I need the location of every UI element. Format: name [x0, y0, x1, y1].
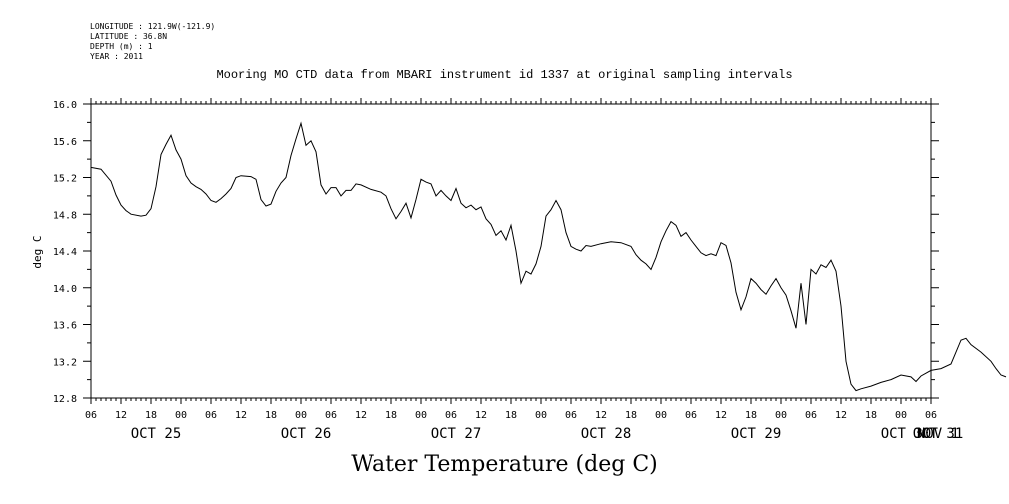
x-tick-label: 00 [775, 410, 787, 421]
x-tick-label: 12 [835, 410, 847, 421]
longitude-label: LONGITUDE : 121.9W(-121.9) [90, 22, 216, 31]
x-tick-label: 12 [235, 410, 247, 421]
x-day-label: OCT 31 [913, 426, 964, 442]
series-line [90, 121, 1007, 392]
x-tick-label: 18 [385, 410, 397, 421]
x-tick-label: 00 [535, 410, 547, 421]
x-tick-label: 00 [415, 410, 427, 421]
x-day-label: OCT 26 [281, 426, 332, 442]
x-tick-label: 12 [595, 410, 607, 421]
x-tick-label: 06 [565, 410, 577, 421]
chart-title: Mooring MO CTD data from MBARI instrumen… [216, 68, 793, 82]
latitude-label: LATITUDE : 36.8N [90, 32, 168, 41]
y-tick-label: 12.8 [53, 394, 77, 405]
x-tick-label: 12 [115, 410, 127, 421]
x-tick-label: 12 [715, 410, 727, 421]
y-tick-label: 15.2 [53, 174, 77, 185]
x-tick-label: 18 [145, 410, 157, 421]
y-tick-label: 14.4 [53, 247, 77, 258]
x-tick-label: 06 [205, 410, 217, 421]
x-tick-label: 00 [175, 410, 187, 421]
x-tick-label: 00 [655, 410, 667, 421]
x-tick-label: 06 [685, 410, 697, 421]
x-day-label: OCT 25 [131, 426, 182, 442]
x-day-label: NOV 1 [917, 426, 959, 442]
x-tick-label: 06 [925, 410, 937, 421]
plot-frame [90, 103, 932, 399]
x-tick-label: 18 [745, 410, 757, 421]
x-tick-label: 18 [505, 410, 517, 421]
x-day-label: OCT 28 [581, 426, 632, 442]
x-day-label: OCT 27 [431, 426, 482, 442]
y-tick-label: 15.6 [53, 137, 77, 148]
x-day-label: OCT 29 [731, 426, 782, 442]
x-tick-label: 06 [445, 410, 457, 421]
x-tick-label: 06 [85, 410, 97, 421]
x-tick-label: 06 [325, 410, 337, 421]
x-tick-label: 18 [865, 410, 877, 421]
x-tick-label: 18 [625, 410, 637, 421]
y-tick-label: 13.6 [53, 321, 77, 332]
depth-label: DEPTH (m) : 1 [90, 42, 153, 51]
x-tick-label: 12 [355, 410, 367, 421]
metadata-block: LONGITUDE : 121.9W(-121.9) LATITUDE : 36… [90, 22, 215, 62]
x-tick-label: 12 [475, 410, 487, 421]
y-tick-label: 14.8 [53, 210, 77, 221]
y-tick-label: 16.0 [53, 100, 77, 111]
y-tick-label: 13.2 [53, 357, 77, 368]
y-axis-label: deg C [31, 235, 44, 268]
x-day-label: OCT 30 [881, 426, 932, 442]
x-tick-label: 06 [805, 410, 817, 421]
year-label: YEAR : 2011 [90, 52, 143, 61]
x-tick-label: 18 [265, 410, 277, 421]
x-tick-label: 00 [895, 410, 907, 421]
chart-bottom-title: Water Temperature (deg C) [351, 452, 658, 477]
x-tick-label: 00 [295, 410, 307, 421]
y-tick-label: 14.0 [53, 284, 77, 295]
axes-group: 06 12 18 00 06 12 18 00 06 12 18 00 06 12 18 00 06 12 18 00… [53, 98, 963, 442]
